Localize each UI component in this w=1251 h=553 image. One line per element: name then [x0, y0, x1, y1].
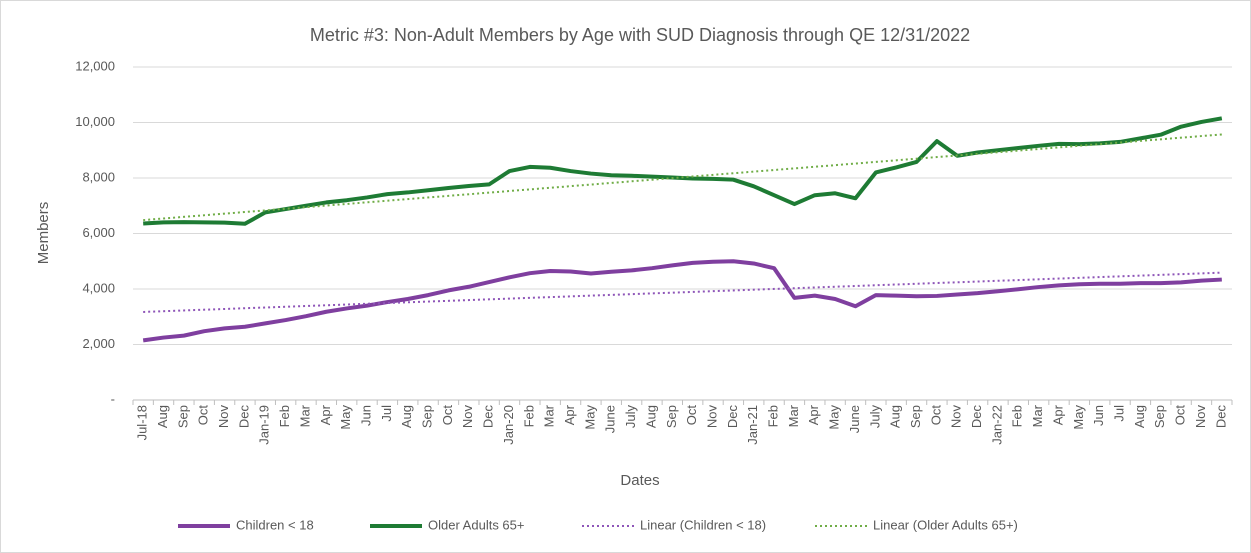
x-tick-label: Aug — [888, 405, 903, 428]
series-line — [142, 259, 1222, 343]
legend-label: Older Adults 65+ — [428, 517, 524, 532]
x-tick-label: Jan-22 — [989, 405, 1004, 445]
x-tick-label: Dec — [236, 405, 251, 429]
x-tick-label: Feb — [766, 405, 781, 427]
x-tick-label: Aug — [155, 405, 170, 428]
x-tick-label: Sep — [664, 405, 679, 428]
x-tick-label: Dec — [481, 405, 496, 429]
chart-title: Metric #3: Non-Adult Members by Age with… — [310, 25, 970, 45]
legend-label: Linear (Older Adults 65+) — [873, 517, 1018, 532]
x-tick-label: Nov — [216, 405, 231, 429]
y-tick-label: 6,000 — [82, 225, 115, 240]
x-tick-label: Nov — [460, 405, 475, 429]
y-tick-label: 8,000 — [82, 169, 115, 184]
x-tick-label: Jun — [358, 405, 373, 426]
x-tick-label: Jul-18 — [135, 405, 150, 440]
x-tick-label: Oct — [1173, 405, 1188, 426]
x-tick-label: Mar — [542, 404, 557, 427]
x-tick-label: Dec — [725, 405, 740, 429]
x-tick-label: Apr — [1050, 404, 1065, 425]
y-tick-label: - — [111, 391, 115, 406]
x-tick-label: July — [867, 405, 882, 429]
x-tick-label: Sep — [908, 405, 923, 428]
x-tick-label: Jun — [1091, 405, 1106, 426]
x-tick-label: Aug — [1132, 405, 1147, 428]
x-tick-label: Oct — [196, 405, 211, 426]
legend-label: Children < 18 — [236, 517, 314, 532]
x-tick-label: Dec — [969, 405, 984, 429]
x-tick-label: Feb — [521, 405, 536, 427]
y-axis-title: Members — [35, 202, 52, 265]
y-tick-label: 10,000 — [75, 114, 115, 129]
x-tick-label: Jan-19 — [257, 405, 272, 445]
legend-label: Linear (Children < 18) — [640, 517, 766, 532]
x-tick-label: Jan-21 — [745, 405, 760, 445]
y-tick-label: 2,000 — [82, 336, 115, 351]
x-tick-label: May — [338, 405, 353, 430]
y-tick-label: 4,000 — [82, 280, 115, 295]
x-tick-label: Oct — [928, 405, 943, 426]
x-tick-label: Apr — [562, 404, 577, 425]
trend-line — [143, 133, 1222, 222]
x-tick-label: May — [827, 405, 842, 430]
x-tick-label: Mar — [297, 404, 312, 427]
x-tick-label: Nov — [1193, 405, 1208, 429]
x-tick-label: Oct — [440, 405, 455, 426]
x-tick-label: Sep — [175, 405, 190, 428]
x-tick-label: Nov — [704, 405, 719, 429]
x-tick-label: Nov — [949, 405, 964, 429]
x-tick-label: Sep — [420, 405, 435, 428]
x-tick-label: Apr — [318, 404, 333, 425]
y-tick-label: 12,000 — [75, 58, 115, 73]
x-tick-label: May — [1071, 405, 1086, 430]
x-tick-label: July — [623, 405, 638, 429]
x-tick-label: May — [582, 405, 597, 430]
x-tick-label: June — [603, 405, 618, 433]
x-tick-label: Mar — [1030, 404, 1045, 427]
x-tick-label: Oct — [684, 405, 699, 426]
x-tick-label: Jul — [379, 405, 394, 422]
x-tick-label: Feb — [277, 405, 292, 427]
x-tick-label: June — [847, 405, 862, 433]
x-tick-label: Aug — [399, 405, 414, 428]
x-tick-label: Aug — [643, 405, 658, 428]
x-tick-label: Jul — [1112, 405, 1127, 422]
x-tick-label: Feb — [1010, 405, 1025, 427]
x-axis-title: Dates — [620, 472, 659, 489]
x-tick-label: Dec — [1213, 405, 1228, 429]
x-tick-label: Jan-20 — [501, 405, 516, 445]
x-tick-label: Sep — [1152, 405, 1167, 428]
x-tick-label: Mar — [786, 404, 801, 427]
x-tick-label: Apr — [806, 404, 821, 425]
